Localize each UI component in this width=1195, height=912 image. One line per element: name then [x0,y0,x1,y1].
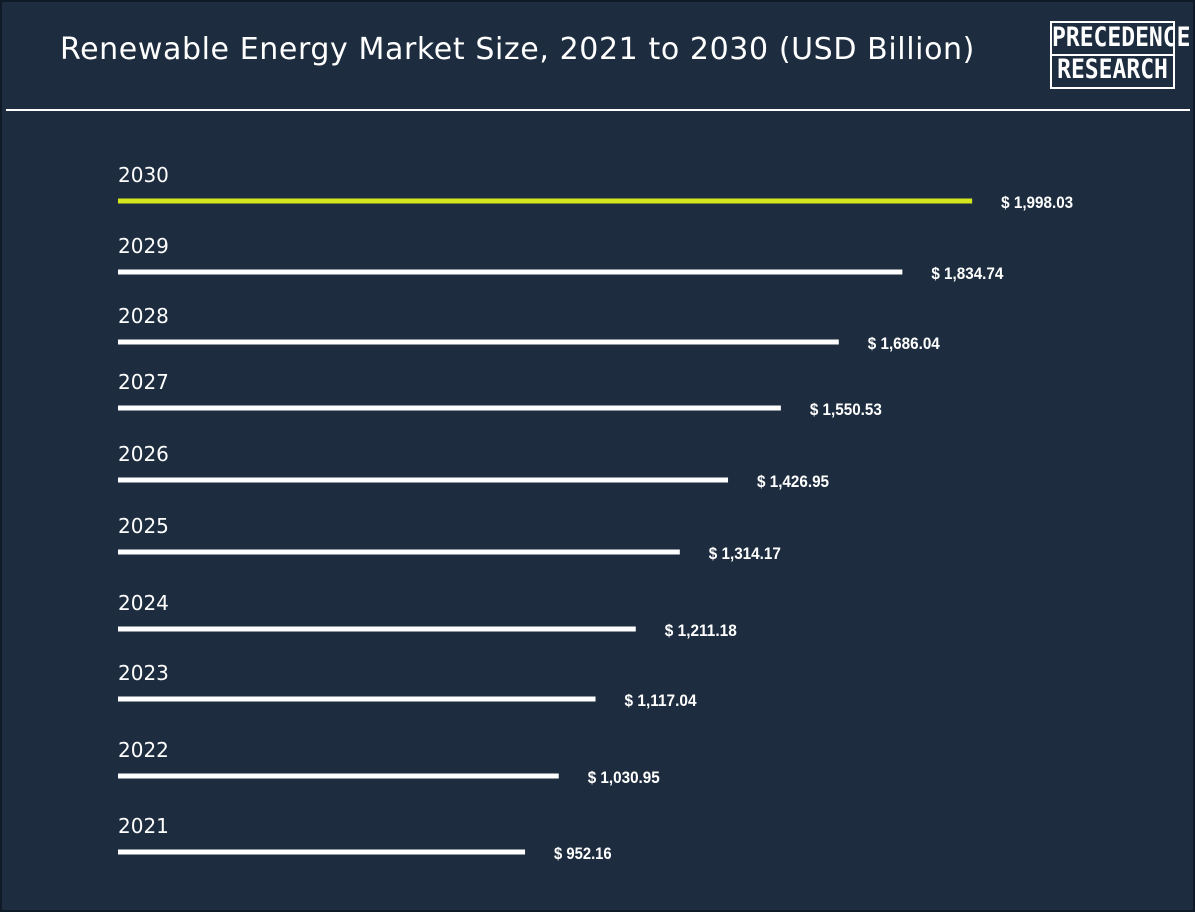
value-label: $ 1,314.17 [709,544,781,563]
year-label: 2028 [118,304,169,328]
year-label: 2027 [118,370,169,394]
bar-2025 [118,549,680,555]
bar-2024 [118,626,636,632]
year-label: 2021 [118,814,169,838]
value-label: $ 1,030.95 [588,768,660,787]
value-label: $ 1,834.74 [931,264,1003,283]
year-label: 2025 [118,514,169,538]
value-label: $ 1,998.03 [1001,193,1073,212]
value-label: $ 952.16 [554,844,612,863]
year-label: 2024 [118,591,169,615]
bar-2026 [118,477,729,483]
value-label: $ 1,211.18 [665,621,737,640]
year-label: 2026 [118,442,169,466]
logo-line-1: PRECEDENCE [1052,23,1191,53]
brand-logo: PRECEDENCE RESEARCH [1050,21,1191,89]
bar-2023 [118,696,596,702]
value-label: $ 1,686.04 [868,334,940,353]
value-label: $ 1,117.04 [625,691,697,710]
bar-2022 [118,773,559,779]
bar-2029 [118,269,903,275]
bar-2021 [118,849,526,855]
bar-2030 [118,198,973,204]
value-label: $ 1,426.95 [757,472,829,491]
year-label: 2022 [118,738,169,762]
year-label: 2030 [118,163,169,187]
chart-title: Renewable Energy Market Size, 2021 to 20… [60,32,975,67]
year-label: 2023 [118,661,169,685]
logo-line-2: RESEARCH [1057,55,1168,85]
value-label: $ 1,550.53 [810,400,882,419]
header-divider [6,109,1190,111]
logo-divider [1052,54,1173,56]
year-label: 2029 [118,234,169,258]
bar-2028 [118,339,839,345]
bar-2027 [118,405,781,411]
